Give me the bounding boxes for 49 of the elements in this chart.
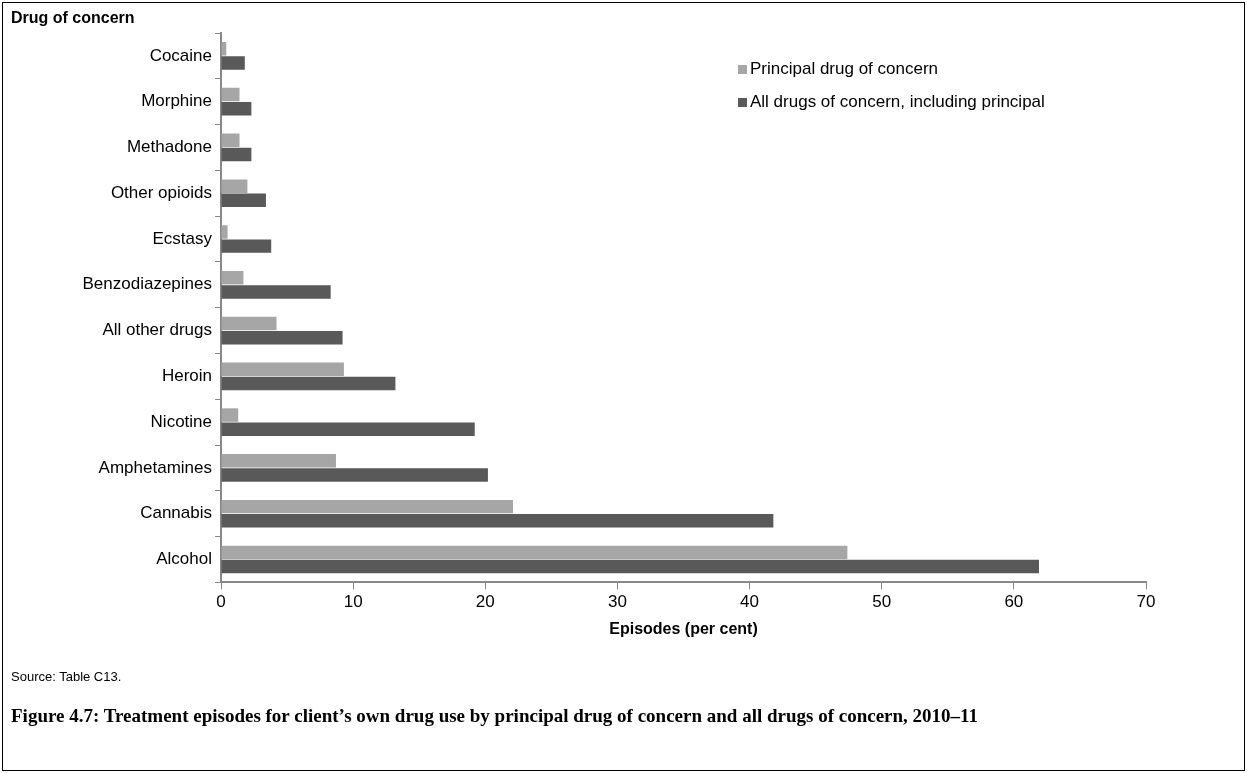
x-tick-label: 70	[1136, 592, 1156, 612]
bar	[221, 270, 244, 285]
y-tick-label: Heroin	[161, 366, 212, 386]
bar	[221, 514, 774, 528]
bar	[221, 179, 248, 193]
y-tick-label: Alcohol	[156, 549, 212, 569]
text: Figure 4.7: Treatment episodes for client’s own drug use by principal drug of concern and all drugs of concern, 2010–11	[11, 704, 980, 728]
bar	[221, 133, 240, 148]
bar	[221, 559, 1039, 574]
x-tick-label: 10	[343, 592, 363, 612]
y-tick-label: Cocaine	[149, 45, 212, 65]
bar	[221, 376, 396, 391]
bar	[221, 56, 245, 70]
bar	[221, 545, 848, 560]
x-tick-label: 30	[607, 592, 627, 612]
bar	[221, 102, 252, 116]
y-tick-label: Amphetamines	[98, 457, 212, 477]
bar	[221, 87, 240, 102]
x-tick-label: 0	[216, 592, 226, 612]
y-tick-label: Nicotine	[150, 411, 212, 431]
x-axis-title: Episodes (per cent)	[609, 619, 758, 637]
y-tick-label: All other drugs	[102, 320, 212, 340]
y-tick-label: Ecstasy	[152, 228, 213, 248]
bar	[221, 468, 488, 482]
bar	[221, 225, 228, 239]
bar	[221, 408, 239, 422]
bar	[221, 147, 252, 162]
x-tick-label: 50	[872, 592, 892, 612]
legend-label: All drugs of concern, including principal	[750, 92, 1045, 112]
y-tick-label: Other opioids	[110, 182, 212, 202]
x-tick-label: 20	[475, 592, 495, 612]
y-tick-label: Morphine	[141, 91, 212, 111]
x-tick-label: 60	[1004, 592, 1024, 612]
bar	[221, 362, 344, 377]
legend-label: Principal drug of concern	[750, 59, 939, 79]
bar	[221, 330, 343, 345]
y-tick-label: Benzodiazepines	[82, 274, 212, 294]
bar	[221, 499, 514, 514]
x-tick-label: 40	[740, 592, 760, 612]
bar	[221, 193, 266, 208]
y-axis-title: Drug of concern	[11, 9, 135, 27]
y-tick-label: Methadone	[126, 137, 212, 157]
bar	[221, 454, 336, 468]
bar	[221, 239, 272, 253]
bar	[221, 285, 331, 299]
bar	[221, 422, 475, 436]
y-tick-label: Cannabis	[140, 503, 212, 523]
bar	[221, 316, 277, 331]
source-note: Source: Table C13.	[11, 669, 122, 684]
